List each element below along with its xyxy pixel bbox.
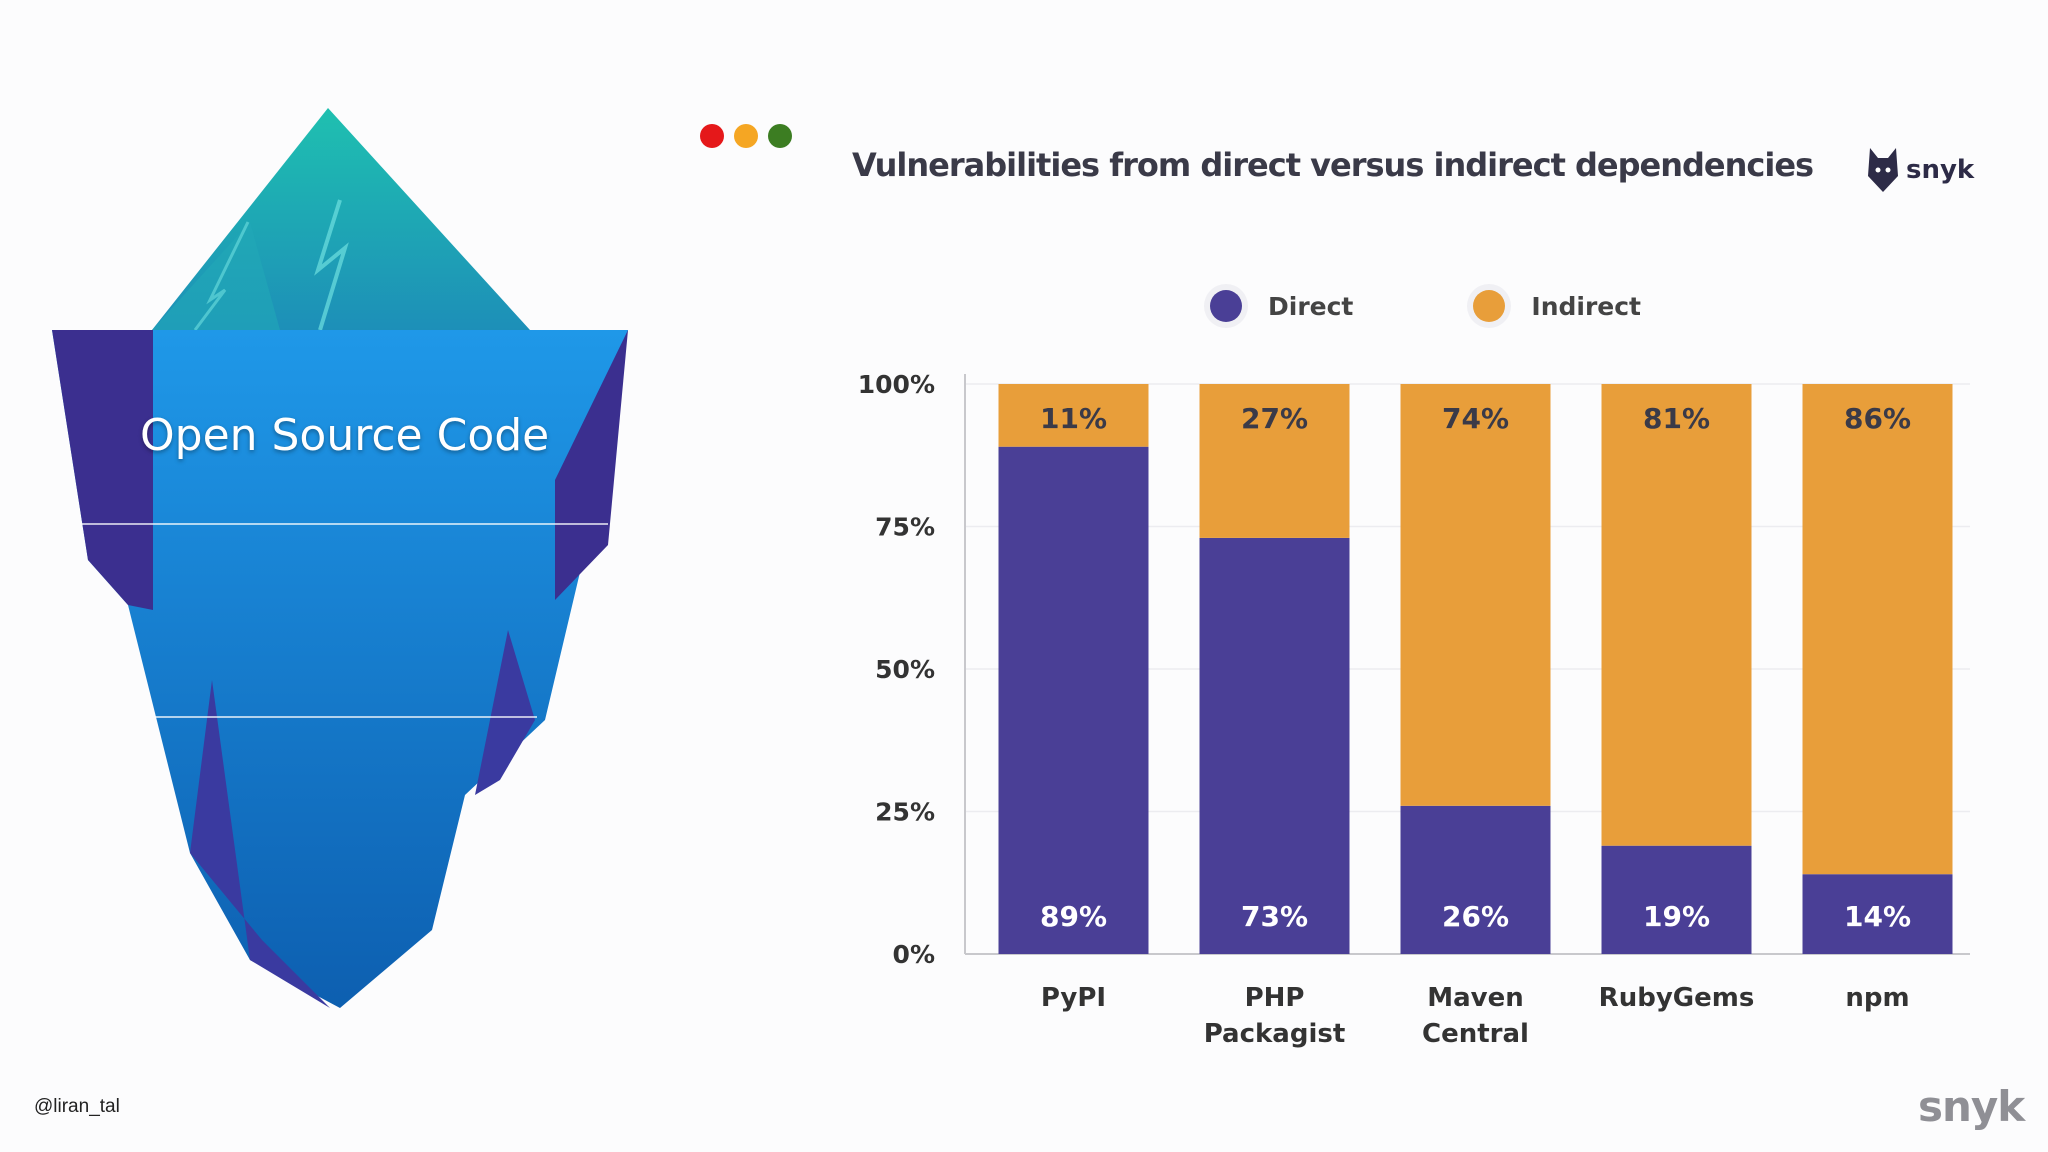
stacked-bar-chart: 0% 25% 50% 75% 100% 89% 11% PyPI 73% 27% PHP Packag… bbox=[858, 370, 1970, 1049]
x-tick-label: PHP bbox=[1245, 983, 1305, 1013]
legend-item-indirect: Indirect bbox=[1473, 290, 1641, 322]
data-label-direct: 14% bbox=[1844, 900, 1911, 933]
data-label-direct: 19% bbox=[1643, 900, 1710, 933]
y-tick-label: 25% bbox=[875, 798, 935, 827]
snyk-footer-logo: snyk bbox=[1918, 1082, 2025, 1131]
yellow-dot bbox=[734, 124, 758, 148]
x-tick-label: npm bbox=[1845, 983, 1909, 1013]
data-label-direct: 89% bbox=[1040, 900, 1107, 933]
bar-direct bbox=[998, 446, 1149, 954]
iceberg-crack bbox=[314, 199, 349, 331]
red-dot bbox=[700, 124, 724, 148]
x-tick-label: Central bbox=[1422, 1019, 1529, 1049]
y-tick-label: 50% bbox=[875, 655, 935, 684]
iceberg-left-face bbox=[52, 330, 153, 610]
iceberg-label: Open Source Code bbox=[140, 410, 550, 461]
legend-item-direct: Direct bbox=[1210, 290, 1353, 322]
bar-indirect bbox=[1199, 384, 1350, 538]
data-label-indirect: 86% bbox=[1844, 402, 1911, 435]
chart-title: Vulnerabilities from direct versus indir… bbox=[852, 146, 1814, 184]
bar-direct bbox=[1199, 537, 1350, 954]
data-label-indirect: 27% bbox=[1241, 402, 1308, 435]
iceberg-right-spike bbox=[475, 630, 535, 795]
iceberg-illustration bbox=[52, 108, 628, 1008]
data-label-indirect: 11% bbox=[1040, 402, 1107, 435]
data-label-indirect: 81% bbox=[1643, 402, 1710, 435]
snyk-logo-text: snyk bbox=[1906, 155, 1975, 185]
data-label-direct: 26% bbox=[1442, 900, 1509, 933]
y-tick-label: 75% bbox=[875, 513, 935, 542]
bar-direct bbox=[1802, 874, 1953, 954]
iceberg-tip-shade bbox=[152, 222, 280, 330]
legend-swatch-direct bbox=[1210, 290, 1242, 322]
y-tick-label: 0% bbox=[893, 940, 935, 969]
data-label-direct: 73% bbox=[1241, 900, 1308, 933]
y-tick-label: 100% bbox=[858, 370, 935, 399]
bar-indirect bbox=[1802, 384, 1953, 875]
bar-indirect bbox=[1601, 384, 1752, 846]
legend-label-indirect: Indirect bbox=[1531, 291, 1642, 321]
iceberg-right-face bbox=[555, 330, 628, 600]
author-handle: @liran_tal bbox=[34, 1096, 120, 1117]
chart-legend: Direct Indirect bbox=[1210, 290, 1761, 322]
x-tick-label: Maven bbox=[1427, 983, 1524, 1013]
snyk-dog-icon bbox=[1868, 148, 1898, 192]
green-dot bbox=[768, 124, 792, 148]
window-dots bbox=[700, 124, 792, 148]
bar-direct bbox=[1601, 845, 1752, 954]
x-tick-label: RubyGems bbox=[1599, 983, 1755, 1013]
x-tick-label: Packagist bbox=[1204, 1019, 1346, 1049]
data-label-indirect: 74% bbox=[1442, 402, 1509, 435]
iceberg-left-spike bbox=[190, 680, 330, 1008]
bar-indirect bbox=[1400, 384, 1551, 806]
bar-indirect bbox=[998, 384, 1149, 447]
legend-label-direct: Direct bbox=[1268, 291, 1354, 321]
iceberg-crack bbox=[193, 221, 250, 331]
snyk-header-logo: snyk bbox=[1866, 146, 1974, 194]
x-tick-label: PyPI bbox=[1041, 983, 1106, 1013]
bar-direct bbox=[1400, 805, 1551, 954]
legend-swatch-indirect bbox=[1473, 290, 1506, 322]
